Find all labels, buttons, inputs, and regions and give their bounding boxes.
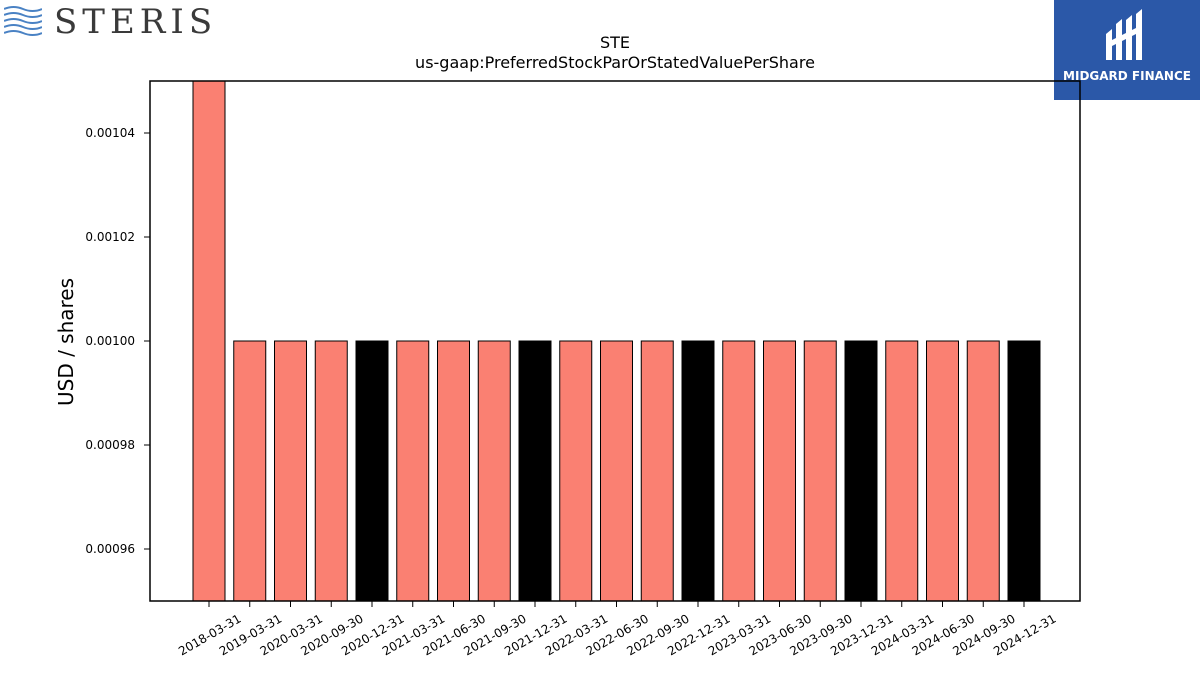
midgard-mark-icon bbox=[1106, 9, 1142, 60]
bar-2019-03-31 bbox=[233, 340, 267, 601]
wave-lines-icon bbox=[4, 6, 42, 36]
bar-2022-06-30 bbox=[600, 340, 633, 601]
bar-2023-06-30 bbox=[763, 340, 796, 601]
midgard-finance-logo: MIDGARD FINANCE bbox=[1054, 0, 1200, 100]
y-tick-label: 0.00104 bbox=[85, 126, 135, 140]
midgard-brand-text: MIDGARD FINANCE bbox=[1063, 69, 1191, 83]
bar-2024-06-30 bbox=[926, 340, 959, 601]
chart-title: STE bbox=[600, 33, 630, 52]
bar-2020-12-31 bbox=[355, 340, 389, 601]
bar-2022-09-30 bbox=[640, 340, 674, 601]
chart-subtitle: us-gaap:PreferredStockParOrStatedValuePe… bbox=[415, 53, 815, 72]
bar-2024-03-31 bbox=[885, 340, 919, 601]
bar-2024-12-31 bbox=[1007, 340, 1041, 601]
bar-2023-12-31 bbox=[844, 340, 878, 601]
bar-2022-12-31 bbox=[681, 340, 715, 601]
y-tick-label: 0.00100 bbox=[85, 334, 135, 348]
y-tick-label: 0.00102 bbox=[85, 230, 135, 244]
bar-2023-03-31 bbox=[722, 340, 756, 601]
bar-2020-03-31 bbox=[274, 340, 307, 601]
steris-brand-text: STERIS bbox=[54, 2, 218, 42]
bar-2023-09-30 bbox=[803, 340, 837, 601]
y-axis-label: USD / shares bbox=[54, 278, 78, 406]
bar-2018-03-31 bbox=[192, 81, 226, 601]
x-axis: 2018-03-312019-03-312020-03-312020-09-30… bbox=[176, 601, 1059, 658]
bar-2021-09-30 bbox=[477, 340, 511, 601]
y-tick-label: 0.00098 bbox=[85, 438, 135, 452]
steris-logo: STERIS bbox=[4, 4, 217, 40]
bar-2020-09-30 bbox=[314, 340, 348, 601]
bar-2021-06-30 bbox=[437, 340, 470, 601]
y-tick-label: 0.00096 bbox=[85, 542, 135, 556]
bar-2024-09-30 bbox=[966, 340, 1000, 601]
bars-layer bbox=[192, 81, 1041, 601]
y-axis: 0.00096 0.00098 0.00100 0.00102 0.00104 bbox=[85, 126, 150, 556]
bar-2021-12-31 bbox=[518, 340, 552, 601]
bar-2022-03-31 bbox=[559, 340, 593, 601]
bar-2021-03-31 bbox=[396, 340, 430, 601]
